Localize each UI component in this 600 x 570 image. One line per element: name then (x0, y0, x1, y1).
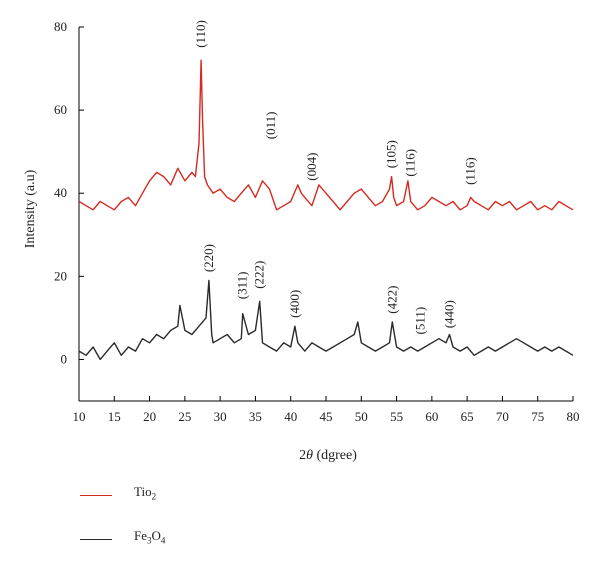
x-tick-label: 20 (143, 409, 156, 424)
legend-label-tio2-main: Tio (134, 484, 152, 499)
series-lines (78, 59, 574, 361)
y-tick-label: 80 (54, 19, 67, 34)
peak-label: (400) (287, 290, 302, 318)
peak-annotations: (110) (011) (004) (105) (116) (116) (220) (311)… (193, 20, 478, 334)
legend-swatch-tio2 (80, 495, 112, 496)
y-tick-label: 40 (54, 185, 67, 200)
series-line-tio2 (78, 59, 574, 211)
peak-label: (222) (252, 261, 267, 289)
legend-label-fe3o4-main: Fe (134, 528, 147, 543)
legend-swatch-fe3o4 (80, 539, 112, 540)
x-tick-label: 70 (496, 409, 509, 424)
x-tick-label: 60 (425, 409, 438, 424)
peak-label: (105) (384, 140, 399, 168)
y-tick-label: 60 (54, 102, 67, 117)
x-tick-label: 35 (249, 409, 262, 424)
x-axis-label-symbol: θ (306, 448, 313, 463)
x-tick-label: 10 (73, 409, 86, 424)
axes (78, 27, 573, 402)
peak-label: (220) (201, 244, 216, 272)
y-tick-label: 20 (54, 268, 67, 283)
x-tick-label: 45 (320, 409, 333, 424)
y-axis-label: Intensity (a.u) (23, 169, 38, 248)
legend-label-tio2: Tio2 (134, 484, 156, 502)
legend: Tio2 Fe3O4 (80, 482, 280, 570)
x-tick-label: 50 (355, 409, 368, 424)
x-tick-label: 75 (531, 409, 544, 424)
legend-item-tio2: Tio2 (80, 482, 280, 526)
legend-label-tio2-sub: 2 (151, 491, 157, 502)
legend-label-fe3o4-sub: 3 (147, 535, 152, 546)
x-tick-label: 65 (461, 409, 474, 424)
peak-label: (011) (263, 112, 278, 140)
y-tick-label: 0 (61, 351, 68, 366)
legend-label-fe3o4-sub2: 4 (160, 535, 166, 546)
x-tick-label: 55 (390, 409, 403, 424)
xrd-chart: 10 15 20 25 30 35 40 45 50 55 60 65 70 75 80020406080 … (23, 19, 580, 463)
peak-label: (110) (193, 20, 208, 48)
x-tick-label: 15 (108, 409, 121, 424)
peak-label: (440) (442, 300, 457, 328)
peak-label: (116) (463, 157, 478, 185)
x-tick-label: 40 (284, 409, 297, 424)
peak-label: (116) (403, 149, 418, 177)
peak-label: (004) (304, 153, 319, 181)
x-tick-label: 25 (178, 409, 191, 424)
series-line-fe3o4 (78, 279, 574, 361)
x-axis-label-prefix: 2 (299, 448, 306, 463)
peak-label: (422) (384, 286, 399, 314)
peak-label: (311) (235, 272, 250, 300)
legend-item-fe3o4: Fe3O4 (80, 526, 280, 570)
peak-label: (511) (413, 307, 428, 335)
ticks: 10 15 20 25 30 35 40 45 50 55 60 65 70 75 80 0 20 40 60 80 (54, 19, 580, 424)
legend-label-fe3o4-main2: O (151, 528, 161, 543)
x-tick-label: 80 (567, 409, 580, 424)
x-axis-label: 2θ (dgree) (299, 448, 357, 463)
x-axis-label-suffix: (dgree) (313, 448, 357, 463)
x-tick-label: 30 (214, 409, 227, 424)
legend-label-fe3o4: Fe3O4 (134, 528, 165, 546)
